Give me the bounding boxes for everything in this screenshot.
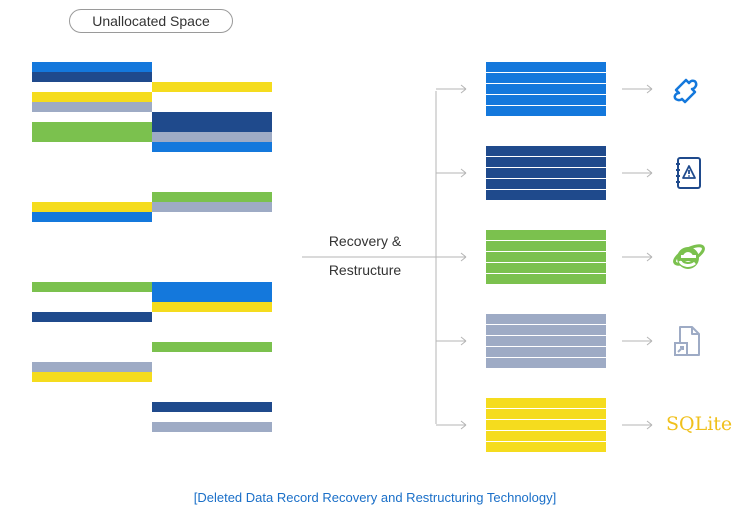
record-divider <box>486 178 606 179</box>
fragment-right-gray <box>152 132 272 142</box>
record-stack-green <box>486 230 606 284</box>
fragment-left-gray <box>32 102 152 112</box>
fragment-right-green <box>152 342 272 352</box>
record-stack-blue <box>486 62 606 116</box>
fragment-left-blue <box>32 62 152 72</box>
record-divider <box>486 441 606 442</box>
branch-arrow-2-head <box>460 168 467 174</box>
puzzle-icon <box>673 78 698 104</box>
record-divider <box>486 105 606 106</box>
fragment-right-navy <box>152 112 272 122</box>
record-divider <box>486 94 606 95</box>
record-divider <box>486 156 606 157</box>
record-divider <box>486 189 606 190</box>
output-arrow-4-head <box>646 340 653 346</box>
fragment-left-navy <box>32 312 152 322</box>
record-divider <box>486 430 606 431</box>
output-arrow-1-head <box>646 84 653 90</box>
fragment-right-blue <box>152 142 272 152</box>
fragment-right-navy <box>152 402 272 412</box>
branch-arrow-3-head <box>460 256 467 262</box>
output-arrow-4-head <box>646 336 653 342</box>
fragment-left-green <box>32 282 152 292</box>
fragment-left-yellow <box>32 372 152 382</box>
fragment-left-green <box>32 132 152 142</box>
record-divider <box>486 408 606 409</box>
fragment-left-navy <box>32 72 152 82</box>
fragment-right-blue <box>152 292 272 302</box>
record-divider <box>486 72 606 73</box>
sqlite-logo: SQLite <box>666 413 733 435</box>
output-arrow-5-head <box>646 420 653 426</box>
fragment-right-navy <box>152 122 272 132</box>
fragment-right-green <box>152 192 272 202</box>
output-arrow-2-head <box>646 168 653 174</box>
branch-arrow-2-head <box>460 172 467 178</box>
record-stack-yellow <box>486 398 606 452</box>
fragment-left-yellow <box>32 202 152 212</box>
branch-arrow-5-head <box>460 424 467 430</box>
record-divider <box>486 240 606 241</box>
branch-arrow-3-head <box>460 252 467 258</box>
record-divider <box>486 335 606 336</box>
fragment-left-gray <box>32 362 152 372</box>
branch-arrow-4-head <box>460 336 467 342</box>
record-stack-gray <box>486 314 606 368</box>
branch-arrow-1-head <box>460 84 467 90</box>
fragment-right-gray <box>152 202 272 212</box>
record-divider <box>486 324 606 325</box>
fragment-right-blue <box>152 282 272 292</box>
fragment-right-yellow <box>152 82 272 92</box>
fragment-left-yellow <box>32 92 152 102</box>
branch-arrow-1-head <box>460 88 467 94</box>
unallocated-space-label: Unallocated Space <box>69 9 233 33</box>
process-label-line1: Recovery & <box>328 233 402 249</box>
record-stack-navy <box>486 146 606 200</box>
warning-notebook-icon <box>676 157 701 189</box>
record-divider <box>486 273 606 274</box>
record-divider <box>486 262 606 263</box>
record-divider <box>486 419 606 420</box>
output-arrow-1-head <box>646 88 653 94</box>
branch-arrow-5-head <box>460 420 467 426</box>
output-arrow-2-head <box>646 172 653 178</box>
record-divider <box>486 251 606 252</box>
shortcut-document-icon <box>674 326 700 356</box>
output-arrow-3-head <box>646 256 653 262</box>
internet-explorer-icon <box>673 244 705 269</box>
output-arrow-5-head <box>646 424 653 430</box>
record-divider <box>486 167 606 168</box>
fragment-right-yellow <box>152 302 272 312</box>
fragment-left-blue <box>32 212 152 222</box>
record-divider <box>486 346 606 347</box>
diagram-caption: [Deleted Data Record Recovery and Restru… <box>193 490 557 505</box>
record-divider <box>486 357 606 358</box>
record-divider <box>486 83 606 84</box>
output-arrow-3-head <box>646 252 653 258</box>
process-label-line2: Restructure <box>328 262 402 278</box>
branch-arrow-4-head <box>460 340 467 346</box>
fragment-right-gray <box>152 422 272 432</box>
fragment-left-green <box>32 122 152 132</box>
